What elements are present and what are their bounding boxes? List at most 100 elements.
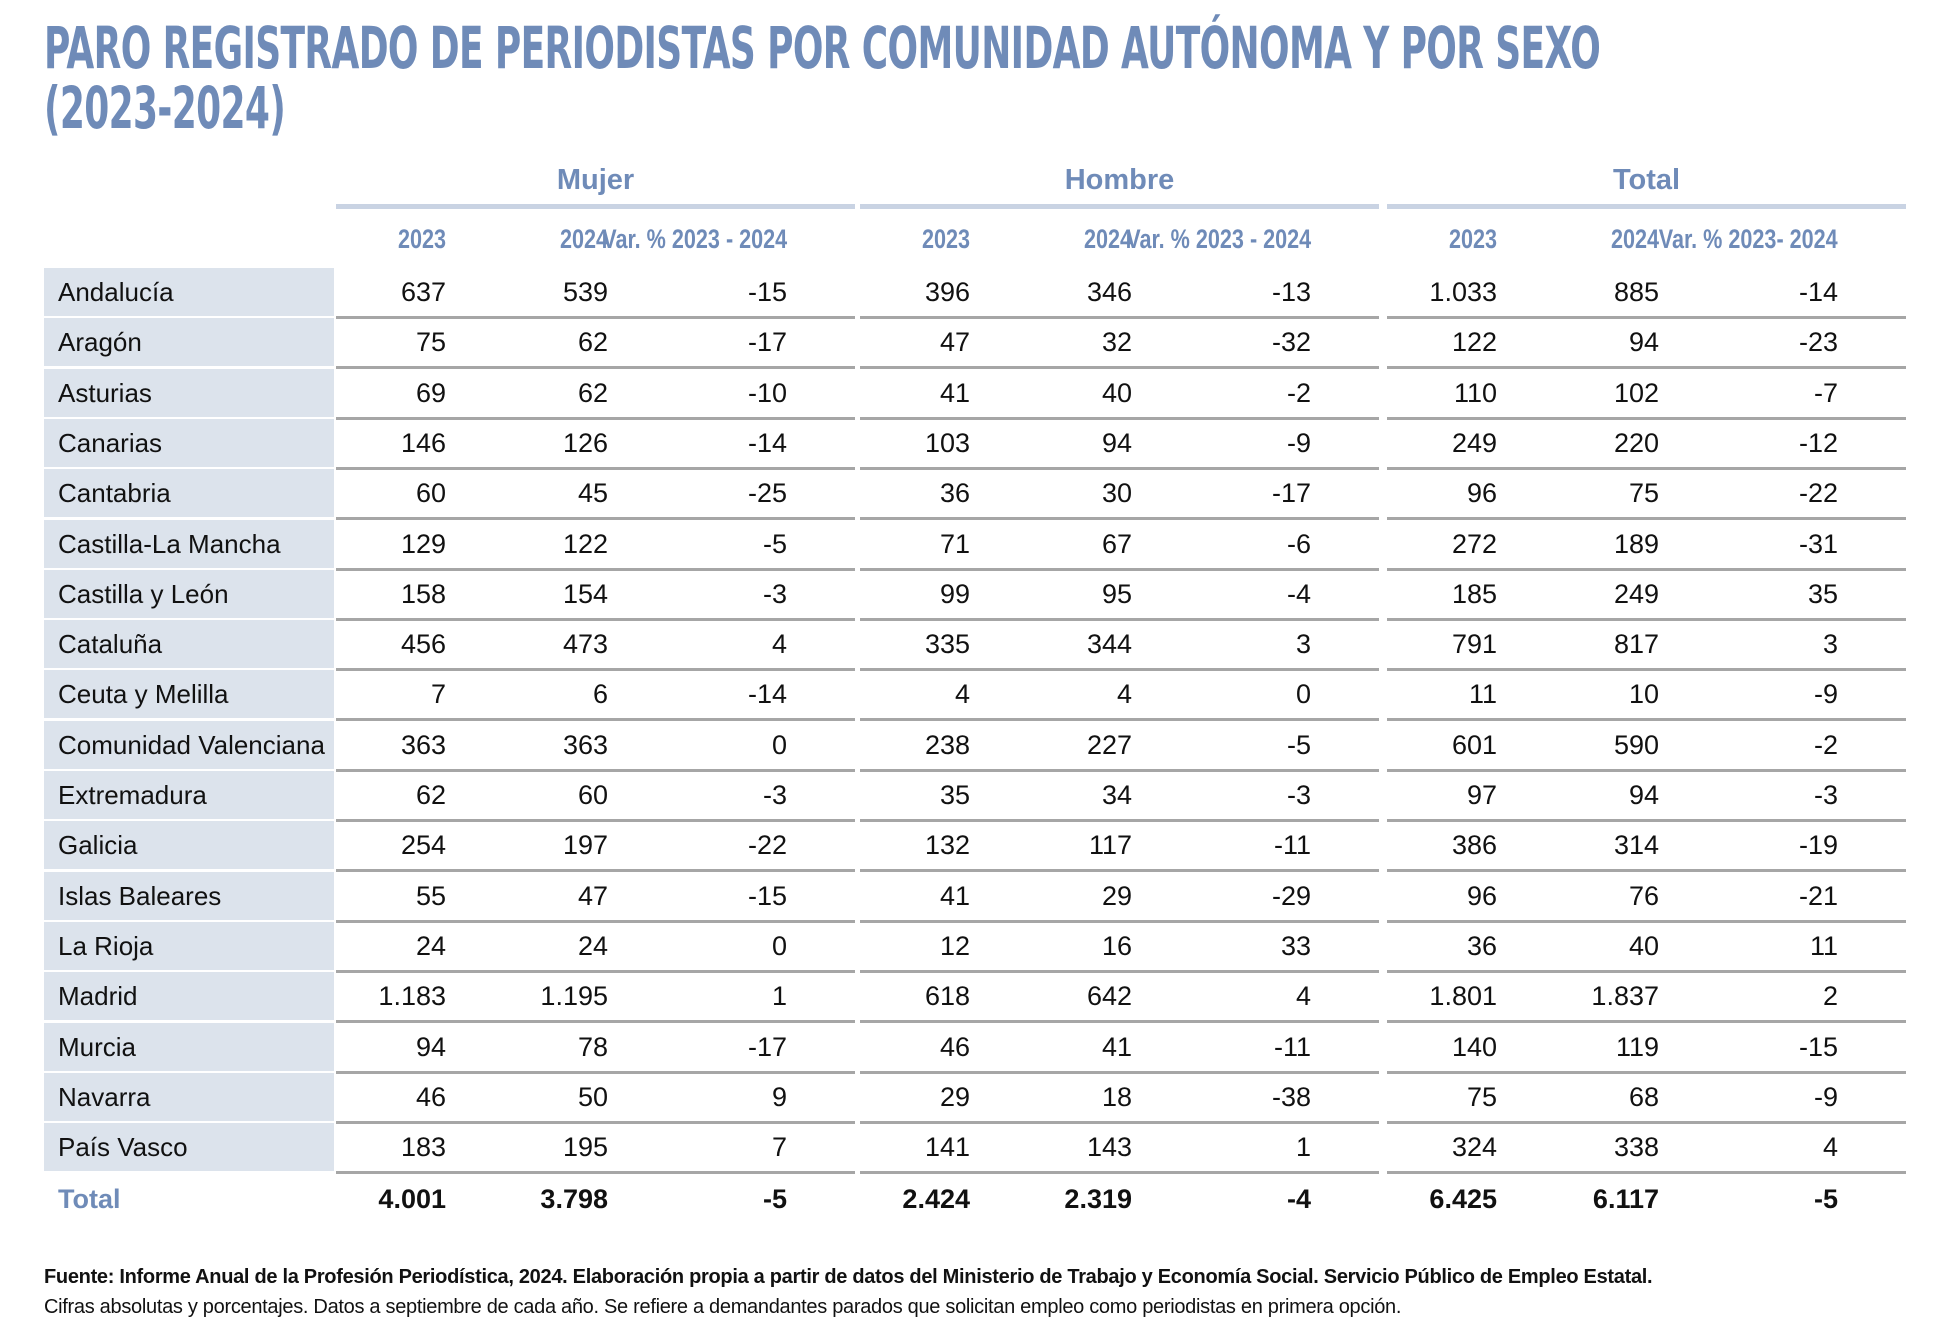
cell: -17 [747, 1031, 787, 1062]
row-rule [860, 1070, 1379, 1074]
group-header: Hombre [1064, 164, 1175, 196]
row-rule [336, 1070, 855, 1074]
cell: 3 [1295, 629, 1311, 660]
cell: 62 [577, 327, 608, 358]
row-rule [860, 919, 1379, 923]
row-rule [336, 617, 855, 621]
cell: 0 [771, 930, 787, 961]
row-label: Navarra [44, 1072, 334, 1121]
cell: -14 [1798, 277, 1838, 307]
cell: 122 [562, 528, 608, 559]
cell: -38 [1271, 1081, 1311, 1112]
cell: -9 [1813, 679, 1838, 710]
cell: -17 [747, 327, 787, 358]
row-rule [336, 316, 855, 319]
cell: -21 [1798, 880, 1838, 911]
row-rule [860, 1171, 1379, 1175]
cell: -15 [747, 277, 787, 307]
cell: 396 [924, 277, 970, 307]
cell: 817 [1613, 629, 1659, 660]
column-header: 2023 [1448, 224, 1497, 254]
cell: 4 [1295, 981, 1311, 1012]
cell: 363 [562, 729, 608, 760]
cell: 1 [1295, 1132, 1311, 1163]
row-rule [1387, 316, 1906, 319]
row-rule [860, 617, 1379, 621]
cell: 146 [400, 427, 446, 458]
row-rule [336, 366, 855, 370]
cell: 67 [1101, 528, 1132, 559]
cell: 338 [1613, 1132, 1659, 1163]
cell: 143 [1086, 1132, 1132, 1163]
cell: 249 [1613, 578, 1659, 609]
cell: 24 [415, 930, 446, 961]
title-line: PARO REGISTRADO DE PERIODISTAS POR COMUN… [44, 14, 1601, 82]
cell: 34 [1101, 780, 1132, 810]
row-rule [860, 517, 1379, 521]
cell: 47 [577, 880, 608, 911]
cell: 132 [924, 830, 970, 861]
cell: 97 [1466, 780, 1497, 810]
cell: 11 [1809, 930, 1838, 961]
column-header: 2024 [1083, 224, 1132, 254]
cell: 29 [939, 1081, 970, 1112]
row-rule [1387, 567, 1906, 571]
cell: 324 [1451, 1132, 1497, 1163]
cell: 68 [1628, 1081, 1659, 1112]
cell: 122 [1451, 327, 1497, 358]
cell: 50 [577, 1081, 608, 1112]
cell: -15 [1798, 1031, 1838, 1062]
footnote: Cifras absolutas y porcentajes. Datos a … [44, 1296, 1402, 1318]
cell: -14 [747, 679, 787, 710]
cell: 154 [562, 578, 608, 609]
row-rule [1387, 768, 1906, 772]
column-header: 2023 [397, 224, 446, 254]
row-rule [1387, 617, 1906, 621]
cell: -15 [747, 880, 787, 911]
cell: 29 [1101, 880, 1132, 911]
cell: 94 [1628, 327, 1659, 358]
cell: 637 [400, 277, 446, 307]
cell: -3 [762, 780, 787, 810]
cell: -5 [1286, 729, 1311, 760]
row-rule [336, 768, 855, 772]
cell: 46 [415, 1081, 446, 1112]
cell: 110 [1453, 377, 1497, 408]
total-cell: 4.001 [378, 1184, 446, 1215]
cell: 1.033 [1429, 277, 1497, 307]
cell: -13 [1271, 277, 1311, 307]
row-rule [1387, 517, 1906, 521]
row-rule [860, 316, 1379, 319]
cell: 32 [1101, 327, 1132, 358]
cell: 6 [592, 679, 608, 710]
cell: 539 [562, 277, 608, 307]
row-label: Extremadura [44, 771, 334, 819]
cell: 47 [939, 327, 970, 358]
cell: 642 [1086, 981, 1132, 1012]
title-line: (2023-2024) [44, 74, 286, 142]
cell: 197 [562, 830, 608, 861]
cell: -23 [1798, 327, 1838, 358]
row-rule [1387, 1120, 1906, 1124]
row-rule [860, 668, 1379, 672]
cell: -6 [1286, 528, 1311, 559]
row-label: Galicia [44, 821, 334, 870]
cell: 7 [771, 1132, 787, 1163]
cell: 75 [1466, 1081, 1497, 1112]
cell: -14 [747, 427, 787, 458]
cell: -12 [1798, 427, 1838, 458]
cell: -2 [1286, 377, 1311, 408]
cell: 227 [1086, 729, 1132, 760]
row-rule [860, 1120, 1379, 1124]
row-rule [1387, 416, 1906, 420]
column-header: 2023 [921, 224, 970, 254]
cell: 140 [1451, 1031, 1497, 1062]
cell: 75 [415, 327, 446, 358]
cell: 254 [400, 830, 446, 861]
cell: 40 [1101, 377, 1132, 408]
cell: -22 [747, 830, 787, 861]
row-rule [336, 869, 855, 873]
column-header: Var. % 2023 - 2024 [1126, 224, 1311, 254]
cell: -25 [747, 478, 787, 509]
cell: 36 [1466, 930, 1497, 961]
